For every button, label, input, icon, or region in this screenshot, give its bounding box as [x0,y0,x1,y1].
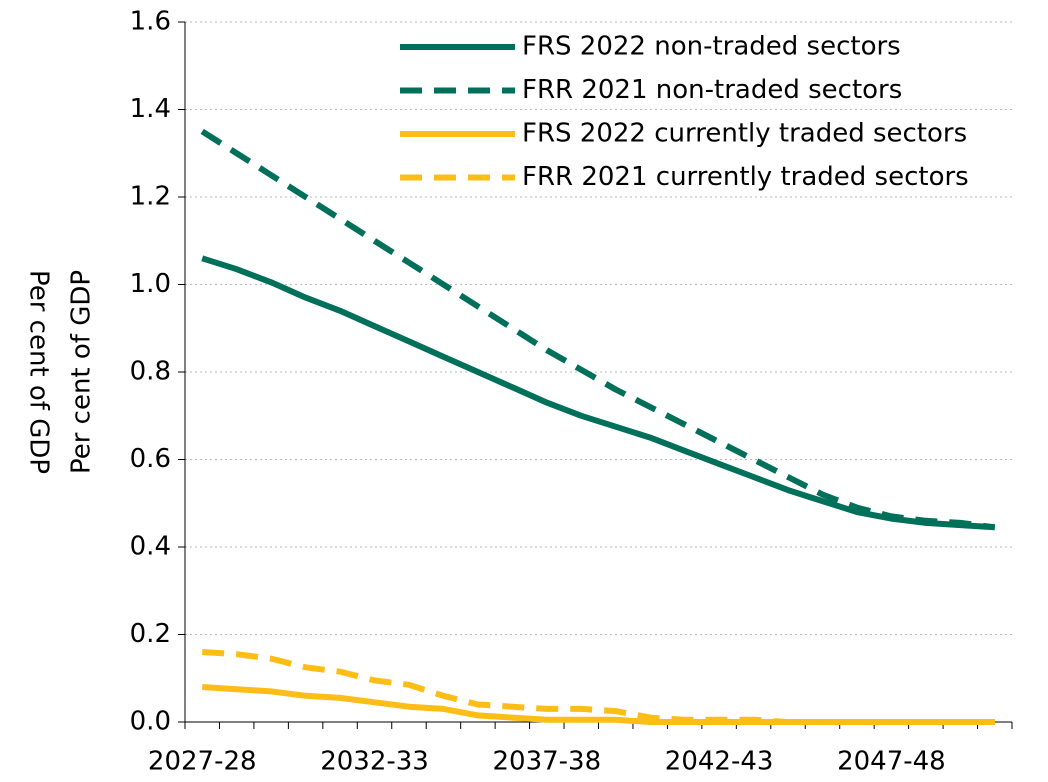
y-tick-label: 1.4 [130,94,171,124]
x-tick-label: 2042-43 [665,747,774,777]
y-tick-label: 0.6 [130,444,171,474]
legend-label: FRS 2022 currently traded sectors [522,119,967,149]
y-tick-label: 0.0 [130,707,171,737]
series-line [201,255,995,531]
y-tick-label: 0.8 [130,357,171,387]
series-line [202,684,995,725]
x-tick-label: 2032-33 [320,747,429,777]
x-tick-label: 2037-38 [492,747,601,777]
legend-label: FRR 2021 non-traded sectors [522,75,902,105]
series-line [200,128,996,531]
y-tick-label: 0.4 [130,532,171,562]
y-tick-label: 1.2 [130,182,171,212]
legend-label: FRR 2021 currently traded sectors [522,162,969,192]
legend-label: FRS 2022 non-traded sectors [522,32,901,62]
y-tick-label: 0.2 [130,619,171,649]
y-axis-label: Per cent of GDP [24,270,54,474]
x-tick-label: 2027-28 [148,747,257,777]
series-line [202,649,995,725]
y-axis-label: Per cent of GDP [67,270,97,474]
x-tick-label: 2047-48 [837,747,946,777]
y-tick-label: 1.0 [130,269,171,299]
y-tick-label: 1.6 [130,7,171,37]
